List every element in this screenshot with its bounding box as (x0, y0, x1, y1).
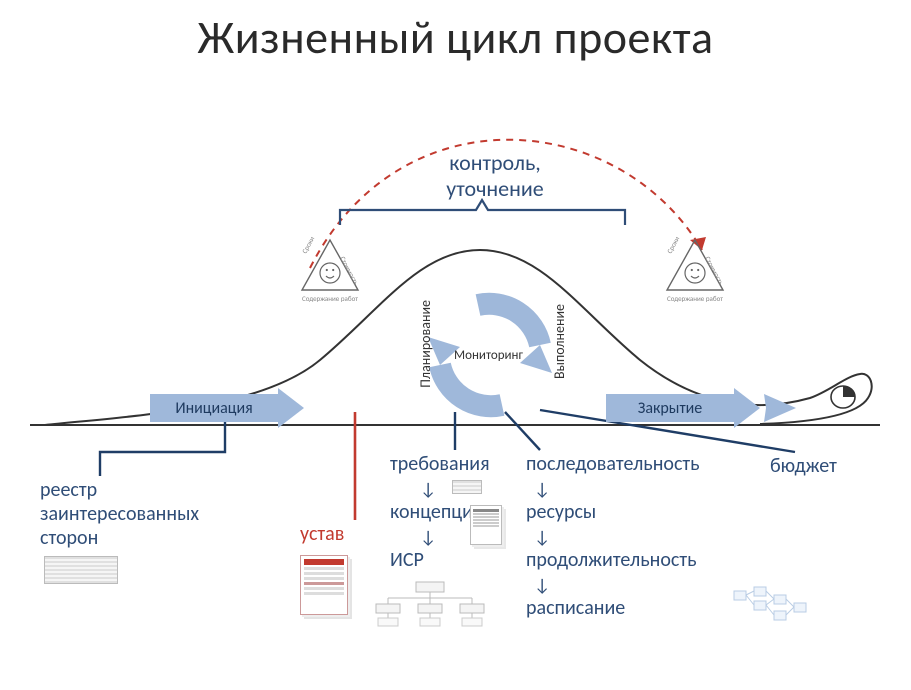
feedback-arc-head (690, 237, 706, 250)
tri-right-c: Содержание работ (667, 294, 723, 303)
schedule-icon (732, 585, 812, 629)
connector-right-chain (505, 412, 540, 450)
arrow-down-1: ↓ (420, 478, 436, 500)
ustav-icon (300, 555, 348, 615)
triangle-left (302, 240, 358, 290)
arrow-down-5: ↓ (534, 574, 550, 596)
dur-label: продолжительность (526, 548, 696, 572)
budget-label: бюджет (770, 454, 837, 478)
phase-closing: Закрытие (606, 390, 760, 426)
phase-initiation: Инициация (150, 390, 304, 426)
req-label: требования (390, 452, 490, 476)
wbs-icon (370, 580, 490, 635)
bracket (340, 200, 625, 225)
monitoring-label: Мониторинг (454, 348, 523, 363)
eye-outline (831, 386, 855, 408)
concept-label: концепция (390, 500, 482, 524)
page-title: Жизненный цикл проекта (0, 10, 911, 66)
tri-left-c: Содержание работ (302, 294, 358, 303)
tri-left-a: Сроки (300, 235, 317, 255)
sched-label: расписание (526, 596, 625, 620)
registry-icon (44, 556, 118, 584)
forward-arrow-icon (764, 394, 796, 422)
ustav-label: устав (300, 522, 344, 546)
wbs-label: ИСР (390, 548, 424, 572)
arrow-down-4: ↓ (534, 526, 550, 548)
tri-left-b: Стоимость (338, 255, 361, 287)
concept-icon (470, 505, 502, 545)
req-icon (452, 480, 482, 494)
eye-pupil (843, 386, 855, 397)
control-label: контроль, уточнение (405, 150, 585, 203)
phase-closing-label: Закрытие (606, 394, 734, 422)
res-label: ресурсы (526, 500, 596, 524)
registry-label: реестр заинтересованных сторон (40, 478, 199, 550)
arrow-down-3: ↓ (534, 478, 550, 500)
planning-label: Планирование (417, 300, 434, 388)
tri-right-a: Сроки (665, 235, 682, 255)
execution-label: Выполнение (551, 304, 568, 379)
arrow-down-2: ↓ (420, 526, 436, 548)
triangle-right (667, 240, 723, 290)
tri-right-b: Стоимость (703, 255, 726, 287)
phase-initiation-label: Инициация (150, 394, 278, 422)
seq-label: последовательность (526, 452, 700, 476)
